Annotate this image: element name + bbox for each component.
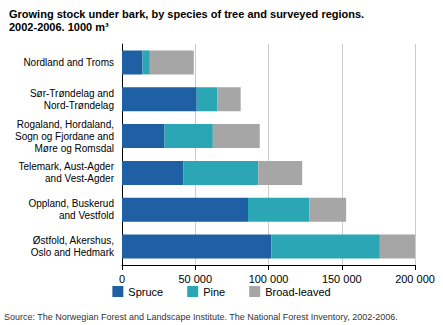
svg-text:Spruce: Spruce bbox=[128, 286, 163, 298]
svg-text:100 000: 100 000 bbox=[249, 273, 289, 285]
svg-text:Broad-leaved: Broad-leaved bbox=[265, 286, 330, 298]
svg-text:Rogaland, Hordaland,: Rogaland, Hordaland, bbox=[17, 119, 114, 130]
svg-text:Nordland and Troms: Nordland and Troms bbox=[23, 57, 114, 68]
svg-text:Oslo and Hedmark: Oslo and Hedmark bbox=[31, 247, 115, 258]
svg-text:Source: The Norwegian Forest a: Source: The Norwegian Forest and Landsca… bbox=[4, 312, 398, 322]
svg-text:Pine: Pine bbox=[203, 286, 225, 298]
svg-text:Østfold, Akershus,: Østfold, Akershus, bbox=[33, 235, 114, 246]
svg-text:200 000: 200 000 bbox=[395, 273, 435, 285]
svg-text:0: 0 bbox=[119, 273, 125, 285]
svg-text:Telemark, Aust-Agder: Telemark, Aust-Agder bbox=[18, 161, 114, 172]
svg-text:50 000: 50 000 bbox=[178, 273, 212, 285]
svg-text:Nord-Trøndelag: Nord-Trøndelag bbox=[44, 100, 114, 111]
svg-text:Growing stock under bark, by s: Growing stock under bark, by species of … bbox=[9, 8, 364, 20]
svg-text:Oppland, Buskerud: Oppland, Buskerud bbox=[28, 198, 114, 209]
svg-text:and Vest-Agder: and Vest-Agder bbox=[45, 173, 115, 184]
svg-text:Møre og Romsdal: Møre og Romsdal bbox=[35, 143, 114, 154]
svg-text:and Vestfold: and Vestfold bbox=[59, 210, 114, 221]
svg-text:Sør-Trøndelag and: Sør-Trøndelag and bbox=[30, 88, 114, 99]
svg-text:Sogn og Fjordane and: Sogn og Fjordane and bbox=[15, 131, 114, 142]
svg-text:2002-2006. 1000 m³: 2002-2006. 1000 m³ bbox=[9, 21, 109, 33]
svg-text:150 000: 150 000 bbox=[322, 273, 362, 285]
